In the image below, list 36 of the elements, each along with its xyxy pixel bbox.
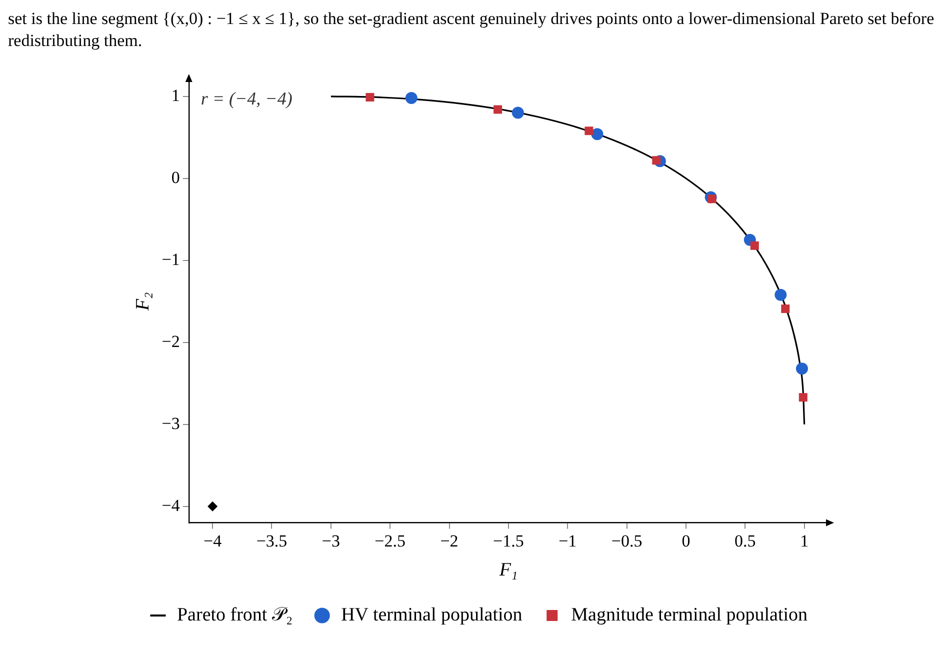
point xyxy=(591,128,604,140)
annotation: r = (−4, −4) xyxy=(200,88,292,109)
point xyxy=(774,288,787,301)
point xyxy=(798,393,808,402)
y-tick-label: −4 xyxy=(162,496,180,515)
x-tick-label: −0.5 xyxy=(611,531,642,550)
text: set is the line segment {(x,0) : −1 ≤ x ≤ 1}, so the set-gradient ascent genuinely drives points onto a lower-dimensional Pareto set before redistributing them. xyxy=(8,8,936,52)
point xyxy=(796,362,808,375)
x-tick-label: −2.5 xyxy=(374,531,406,550)
point xyxy=(366,92,374,102)
x-tick-label: 1 xyxy=(800,531,809,550)
y-tick-label: 0 xyxy=(171,168,180,187)
point xyxy=(584,126,594,136)
legend-label: HV terminal population xyxy=(341,604,523,626)
point xyxy=(750,241,759,250)
x-tick-label: 0 xyxy=(682,531,690,550)
point xyxy=(494,105,502,114)
x-tick-label: −1.5 xyxy=(493,531,524,550)
x-tick-label: −4 xyxy=(204,531,222,550)
y-tick-label: −1 xyxy=(162,250,180,269)
y-tick-label: 1 xyxy=(171,86,180,105)
x-tick-label: −3 xyxy=(322,531,340,550)
point xyxy=(781,304,790,314)
x-tick-label: −2 xyxy=(440,531,458,550)
y-tick-label: −2 xyxy=(162,332,180,351)
x-tick-label: −3.5 xyxy=(256,531,288,550)
point xyxy=(512,106,524,119)
point xyxy=(208,501,218,512)
x-tick-label: −1 xyxy=(558,531,577,550)
x-tick-label: 0.5 xyxy=(734,531,756,550)
y-axis-title: F₂ xyxy=(132,292,154,312)
x-axis-title: F₁ xyxy=(498,560,518,581)
y-tick-label: −3 xyxy=(162,414,180,433)
legend-label: Pareto front 𝒫₂ xyxy=(176,604,293,626)
point xyxy=(405,92,418,104)
legend-label: Magnitude terminal population xyxy=(571,604,808,626)
